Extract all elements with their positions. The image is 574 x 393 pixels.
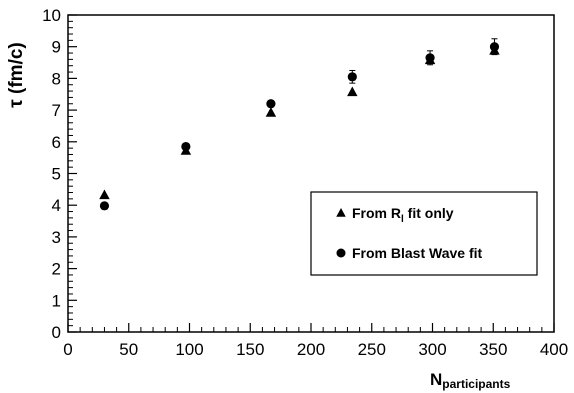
x-tick-label: 350 [479,340,507,359]
circle-marker [425,53,435,63]
legend-label-rl-fit-tail: fit only [404,205,454,221]
x-tick-label: 400 [540,340,568,359]
legend-label-rl-fit: From Rl fit only [352,205,454,225]
x-tick-label: 50 [119,340,138,359]
data-markers [99,38,500,211]
y-tick-label: 0 [52,323,61,342]
y-tick-label: 9 [52,38,61,57]
x-axis-title-subscript: participants [442,377,510,391]
x-tick-label: 0 [63,340,72,359]
y-tick-label: 8 [52,69,61,88]
x-tick-label: 250 [358,340,386,359]
circle-marker [266,99,276,109]
circle-marker [347,72,357,82]
x-tick-label: 150 [236,340,264,359]
legend-label-rl-fit-subscript: l [401,214,404,225]
y-tick-label: 7 [52,101,61,120]
x-axis-ticks: 0 50 100 150 200 250 300 350 400 [63,323,568,359]
x-tick-label: 200 [297,340,325,359]
triangle-marker [265,107,277,117]
legend-label-rl-fit-main: From R [352,205,401,221]
triangle-marker [347,86,358,97]
legend-label-blast-wave: From Blast Wave fit [352,245,483,261]
x-tick-label: 300 [418,340,446,359]
y-tick-label: 3 [52,228,61,247]
legend-marker-triangle [336,208,346,217]
y-tick-label: 4 [52,196,61,215]
y-tick-label: 10 [42,6,61,25]
y-tick-label: 2 [52,260,61,279]
y-tick-label: 5 [52,165,61,184]
circle-marker [181,141,191,152]
y-axis-ticks: 0 1 2 3 4 5 6 7 8 9 10 [42,6,77,342]
circle-marker [99,201,110,211]
plot-frame [67,14,555,333]
triangle-marker [99,189,110,200]
y-tick-label: 6 [52,133,61,152]
circle-marker [489,42,500,52]
x-axis-title-main: N [430,370,442,389]
x-axis-title: Nparticipants [430,370,511,391]
y-tick-label: 1 [52,291,61,310]
legend-marker-circle [336,248,346,258]
x-tick-label: 100 [175,340,203,359]
legend: From Rl fit only From Blast Wave fit [310,191,538,276]
y-axis-title: τ (fm/c) [6,42,27,107]
legend-box [310,191,538,276]
